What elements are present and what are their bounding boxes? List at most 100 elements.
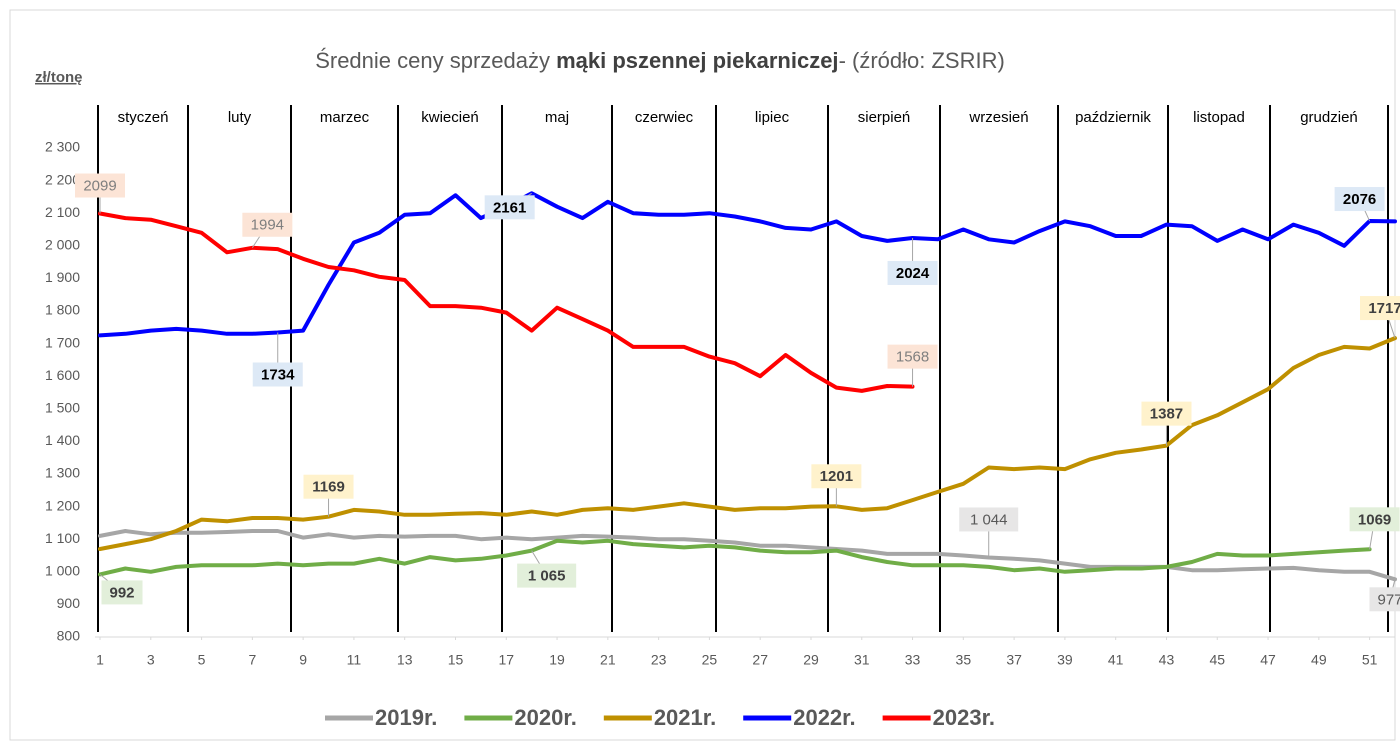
month-label: sierpień	[858, 109, 911, 126]
x-tick-label: 3	[147, 652, 155, 668]
label-box	[484, 195, 535, 220]
data-label: 977	[1377, 591, 1400, 608]
legend-label: 2023r.	[933, 705, 995, 730]
label-box	[517, 563, 577, 588]
month-label: kwiecień	[421, 109, 479, 126]
x-tick-label: 31	[854, 652, 870, 668]
y-tick-label: 2 000	[45, 237, 80, 253]
legend-label: 2020r.	[514, 705, 576, 730]
y-tick-label: 1 100	[45, 530, 80, 546]
data-label: 2024	[896, 265, 930, 282]
x-tick-label: 13	[397, 652, 413, 668]
x-tick-label: 27	[752, 652, 768, 668]
x-tick-label: 29	[803, 652, 819, 668]
label-box	[811, 464, 862, 489]
x-tick-label: 1	[96, 652, 104, 668]
x-tick-label: 33	[905, 652, 921, 668]
data-label: 992	[109, 584, 134, 601]
x-tick-label: 45	[1209, 652, 1225, 668]
data-label: 1734	[261, 366, 295, 383]
x-tick-label: 35	[956, 652, 972, 668]
y-tick-label: 1 000	[45, 563, 80, 579]
label-box	[303, 474, 354, 499]
x-tick-label: 17	[498, 652, 514, 668]
y-tick-label: 900	[57, 595, 81, 611]
month-label: grudzień	[1300, 109, 1358, 126]
label-box	[887, 260, 938, 285]
month-label: marzec	[320, 109, 370, 126]
y-tick-label: 1 700	[45, 334, 80, 350]
series-line	[98, 538, 1372, 577]
label-box	[1369, 587, 1400, 612]
y-tick-label: 1 300	[45, 465, 80, 481]
data-label: 1 065	[528, 568, 566, 585]
label-box	[242, 212, 293, 237]
month-label: lipiec	[755, 109, 790, 126]
data-label: 1 044	[970, 511, 1008, 528]
label-box	[1334, 187, 1385, 212]
month-label: wrzesień	[968, 109, 1028, 126]
legend-label: 2022r.	[793, 705, 855, 730]
y-tick-label: 1 600	[45, 367, 80, 383]
label-box	[1141, 401, 1192, 426]
series-line	[98, 336, 1397, 551]
label-box	[252, 362, 303, 387]
data-label: 1169	[312, 479, 345, 496]
legend-label: 2019r.	[375, 705, 437, 730]
label-box	[887, 344, 938, 369]
month-label: czerwiec	[635, 109, 694, 126]
x-tick-label: 21	[600, 652, 616, 668]
data-label: 2099	[83, 177, 116, 194]
series-line	[98, 211, 915, 393]
data-label: 1568	[896, 349, 929, 366]
title-bold: mąki pszennej piekarniczej	[556, 48, 838, 73]
y-axis-label: zł/tonę	[35, 69, 83, 86]
y-tick-label: 2 100	[45, 204, 80, 220]
y-tick-label: 800	[57, 628, 81, 644]
label-box	[101, 580, 143, 605]
x-tick-label: 19	[549, 652, 565, 668]
series-line	[98, 529, 1397, 582]
x-tick-label: 49	[1311, 652, 1327, 668]
title-end: - (źródło: ZSRIR)	[839, 48, 1005, 73]
x-tick-label: 7	[248, 652, 256, 668]
y-tick-label: 1 900	[45, 269, 80, 285]
x-tick-label: 51	[1362, 652, 1378, 668]
y-tick-label: 2 300	[45, 139, 80, 155]
x-tick-label: 15	[448, 652, 464, 668]
month-label: luty	[228, 109, 252, 126]
data-label: 1994	[251, 217, 284, 234]
legend-label: 2021r.	[654, 705, 716, 730]
x-tick-label: 41	[1108, 652, 1124, 668]
label-box	[1360, 296, 1400, 321]
month-label: maj	[545, 109, 569, 126]
data-label: 2161	[493, 199, 526, 216]
x-tick-label: 11	[347, 652, 362, 668]
data-label: 1387	[1150, 406, 1183, 423]
data-label: 1201	[820, 468, 853, 485]
x-tick-label: 43	[1159, 652, 1175, 668]
x-tick-label: 25	[702, 652, 718, 668]
x-tick-label: 9	[299, 652, 307, 668]
y-tick-label: 2 200	[45, 171, 80, 187]
y-tick-label: 1 500	[45, 400, 80, 416]
month-label: październik	[1075, 109, 1151, 126]
title-start: Średnie ceny sprzedaży	[315, 48, 556, 73]
y-tick-label: 1 800	[45, 302, 80, 318]
data-label: 2076	[1343, 191, 1376, 208]
frame	[9, 9, 1396, 741]
data-label: 1069	[1358, 511, 1391, 528]
y-tick-label: 1 200	[45, 497, 80, 513]
x-tick-label: 23	[651, 652, 667, 668]
label-box	[1349, 507, 1400, 532]
series-line	[98, 191, 1397, 338]
data-label: 1717	[1368, 300, 1400, 317]
x-tick-label: 5	[198, 652, 206, 668]
month-label: styczeń	[118, 109, 169, 126]
month-label: listopad	[1193, 109, 1245, 126]
label-box	[959, 507, 1019, 532]
chart-title: Średnie ceny sprzedaży mąki pszennej pie…	[315, 48, 1005, 73]
label-box	[75, 173, 125, 198]
x-tick-label: 39	[1057, 652, 1073, 668]
